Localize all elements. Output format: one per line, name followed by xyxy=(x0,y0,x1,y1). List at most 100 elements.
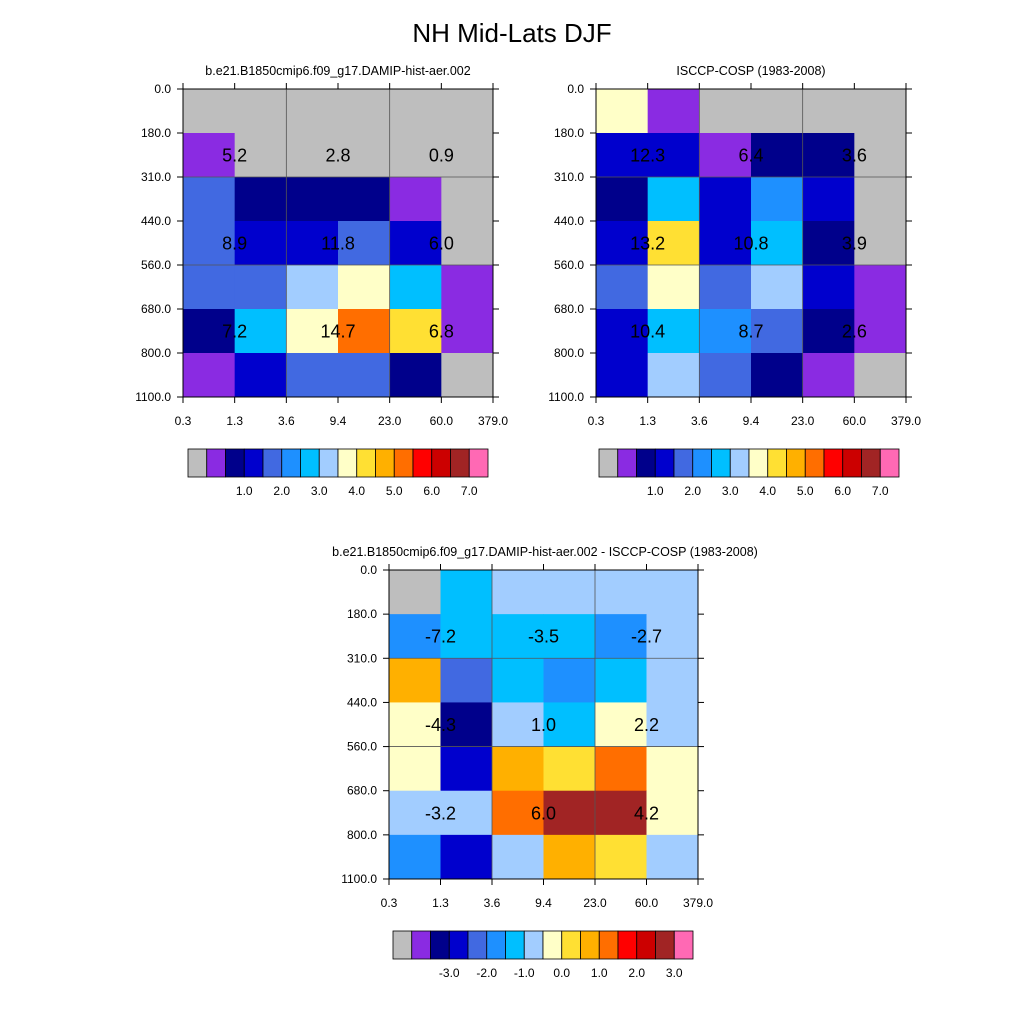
heatmap-cell xyxy=(699,265,752,310)
heatmap-cell xyxy=(440,746,493,792)
heatmap-cell xyxy=(389,265,442,310)
x-tick-label: 1.3 xyxy=(226,414,243,428)
panel-title-model: b.e21.B1850cmip6.f09_g17.DAMIP-hist-aer.… xyxy=(205,64,471,78)
colorbar-box xyxy=(187,448,208,478)
heatmap-cell xyxy=(492,702,544,747)
heatmap-cell xyxy=(699,89,752,134)
heatmap-cell xyxy=(596,309,649,354)
heatmap-cell xyxy=(441,221,494,266)
heatmap-cell xyxy=(389,353,442,398)
y-tick-label: 680.0 xyxy=(347,784,377,798)
heatmap-cell xyxy=(389,790,441,836)
colorbar-box xyxy=(430,930,450,960)
cell-value-label: 10.8 xyxy=(733,234,768,254)
heatmap-cell xyxy=(389,221,442,266)
colorbar-box xyxy=(337,448,358,478)
x-tick-label: 3.6 xyxy=(278,414,295,428)
heatmap-cell xyxy=(389,746,441,792)
colorbar-box xyxy=(692,448,712,478)
colorbar-box xyxy=(300,448,320,478)
heatmap-cell xyxy=(389,570,441,615)
colorbar-box xyxy=(879,448,900,478)
heatmap-cell xyxy=(441,133,494,178)
heatmap-cell xyxy=(802,221,855,266)
heatmap-cell xyxy=(802,265,855,310)
heatmap-cell xyxy=(802,353,855,398)
y-tick-label: 1100.0 xyxy=(341,872,377,886)
colorbar-box xyxy=(823,448,844,478)
x-tick-label: 60.0 xyxy=(843,414,867,428)
heatmap-cell xyxy=(441,353,494,398)
colorbar-box xyxy=(393,448,414,478)
colorbar-box xyxy=(281,448,301,478)
heatmap-cell xyxy=(646,834,699,880)
colorbar-box xyxy=(636,930,656,960)
colorbar-box xyxy=(392,930,413,960)
colorbar-tick-label: 2.0 xyxy=(628,966,645,980)
colorbar-box xyxy=(468,448,489,478)
cell-value-label: 11.8 xyxy=(321,234,355,254)
colorbar-box xyxy=(654,448,675,478)
heatmap-cell xyxy=(286,133,339,178)
y-tick-label: 680.0 xyxy=(554,302,584,316)
heatmap-cell xyxy=(440,614,493,659)
y-tick-label: 440.0 xyxy=(347,695,377,709)
colorbar-box xyxy=(598,930,619,960)
heatmap-cell xyxy=(699,177,752,222)
heatmap-cell xyxy=(183,177,236,222)
y-tick-label: 310.0 xyxy=(554,170,584,184)
colorbar-tick-label: 5.0 xyxy=(797,484,814,498)
heatmap-cell xyxy=(389,309,442,354)
heatmap-cell xyxy=(699,309,752,354)
colorbar-box xyxy=(673,448,694,478)
colorbar-box xyxy=(748,448,769,478)
heatmap-cell xyxy=(854,221,907,266)
x-tick-label: 379.0 xyxy=(478,414,508,428)
cell-value-label: 6.0 xyxy=(429,234,454,254)
colorbar-box xyxy=(786,448,806,478)
heatmap-cell xyxy=(492,614,544,659)
cell-value-label: 6.8 xyxy=(429,322,454,342)
heatmap-cell xyxy=(440,570,493,615)
cell-value-label: 0.9 xyxy=(429,146,454,166)
colorbar-box xyxy=(655,930,675,960)
cell-value-label: 2.6 xyxy=(842,322,867,342)
heatmap-cell xyxy=(286,221,339,266)
colorbar-box xyxy=(375,448,395,478)
heatmap-cell xyxy=(286,177,339,222)
x-tick-label: 23.0 xyxy=(378,414,402,428)
heatmap-cell xyxy=(699,353,752,398)
y-tick-label: 560.0 xyxy=(347,740,377,754)
heatmap-cell xyxy=(751,221,804,266)
x-tick-label: 23.0 xyxy=(791,414,815,428)
colorbar-tick-label: -1.0 xyxy=(514,966,535,980)
colorbar-box xyxy=(598,448,619,478)
cell-value-label: -3.2 xyxy=(425,803,456,823)
colorbar-box xyxy=(523,930,544,960)
y-tick-label: 560.0 xyxy=(554,258,584,272)
heatmap-cell xyxy=(595,570,647,615)
main-title: NH Mid-Lats DJF xyxy=(412,18,612,48)
heatmap-cell xyxy=(338,309,391,354)
colorbar-tick-label: 2.0 xyxy=(273,484,290,498)
colorbar-tick-label: -2.0 xyxy=(476,966,497,980)
heatmap-cell xyxy=(183,353,236,398)
heatmap-cell xyxy=(854,309,907,354)
cell-value-label: 3.6 xyxy=(842,146,867,166)
heatmap-cell xyxy=(338,89,391,134)
heatmap-cell xyxy=(286,309,339,354)
heatmap-cell xyxy=(441,309,494,354)
heatmap-cell xyxy=(183,309,236,354)
heatmap-cell xyxy=(183,133,236,178)
heatmap-cell xyxy=(854,353,907,398)
heatmap-cell xyxy=(595,658,647,703)
x-tick-label: 60.0 xyxy=(430,414,454,428)
y-tick-label: 1100.0 xyxy=(548,390,584,404)
heatmap-cell xyxy=(854,177,907,222)
cell-value-label: 6.4 xyxy=(738,146,763,166)
cell-value-label: 3.9 xyxy=(842,234,867,254)
heatmap-cell xyxy=(647,177,700,222)
heatmap-cell xyxy=(389,133,442,178)
heatmap-cell xyxy=(595,790,647,836)
